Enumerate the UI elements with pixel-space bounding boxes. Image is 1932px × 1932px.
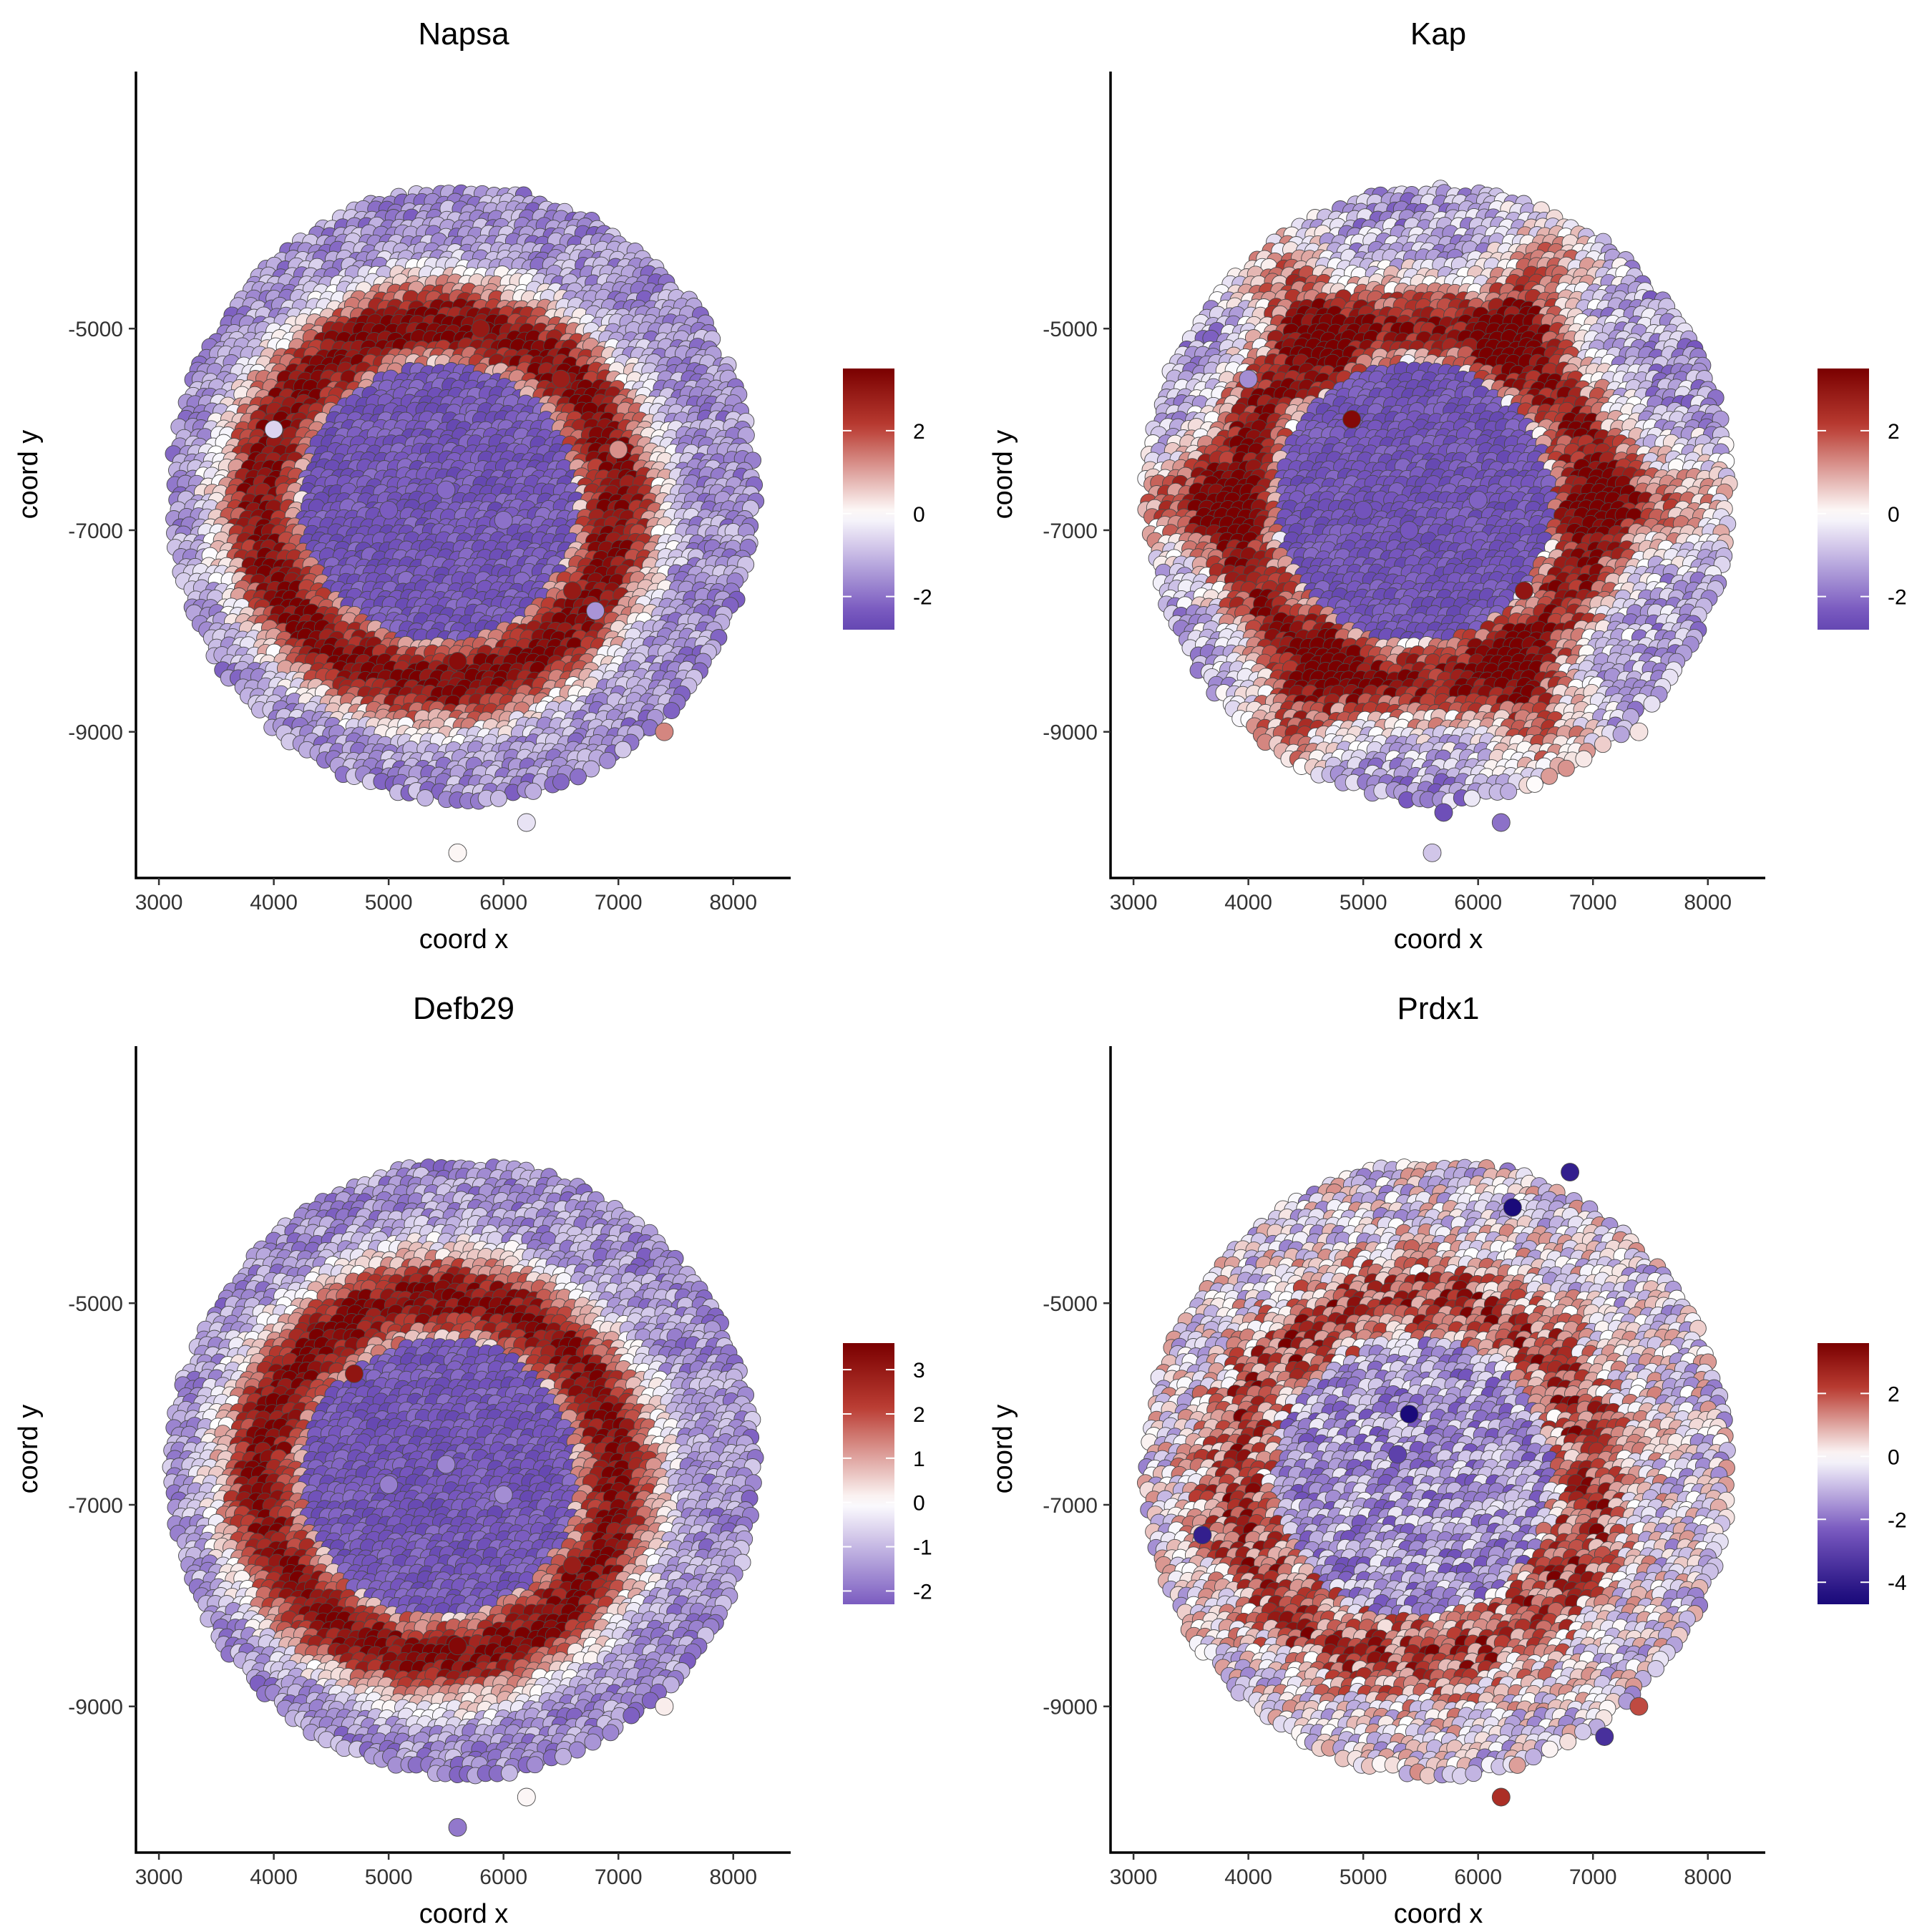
panel-napsa: Napsa 3000 4000 5000 6000 7000 8000 -5000 -700… — [14, 16, 932, 955]
color-legend: 2 0 -2 — [843, 369, 932, 630]
panel-title: Napsa — [418, 16, 509, 52]
data-point — [436, 480, 456, 499]
data-point — [570, 768, 587, 786]
data-point — [552, 773, 570, 791]
x-tick-label: 5000 — [365, 891, 413, 914]
x-axis-ticks: 3000 4000 5000 6000 7000 8000 — [135, 878, 757, 914]
panel-kap: Kap 3000 4000 5000 6000 7000 8000 -5000-7000-… — [988, 16, 1907, 955]
data-point — [586, 601, 605, 620]
y-axis-label: coord y — [14, 430, 44, 519]
data-point — [563, 581, 582, 600]
x-tick-label: 8000 — [709, 891, 757, 914]
colorbar — [843, 369, 894, 630]
data-point — [494, 510, 513, 530]
colorbar-label: 0 — [913, 503, 925, 527]
x-tick-label: 7000 — [595, 891, 643, 914]
colorbar-label: 2 — [913, 420, 925, 444]
x-tick-label: 4000 — [250, 891, 298, 914]
y-axis-ticks: -5000 -7000 -9000 — [68, 318, 136, 745]
y-tick-label: -7000 — [68, 519, 123, 543]
x-tick-label: 3000 — [135, 891, 183, 914]
data-point — [525, 782, 542, 800]
data-point — [609, 440, 628, 459]
y-tick-label: -5000 — [68, 318, 123, 341]
data-point — [379, 500, 399, 519]
x-tick-label: 6000 — [479, 891, 527, 914]
y-tick-label: -9000 — [68, 721, 123, 745]
panel-title: Kap — [1410, 16, 1466, 52]
data-point — [471, 319, 490, 338]
colorbar-label: -2 — [913, 586, 932, 610]
x-axis-label: coord x — [419, 924, 509, 955]
data-point — [264, 420, 283, 439]
scatter-points — [165, 184, 765, 862]
data-point — [599, 751, 617, 769]
data-point — [448, 843, 467, 862]
data-point — [416, 789, 434, 806]
scatter-points — [1137, 180, 1738, 862]
data-point — [448, 652, 467, 671]
data-point — [551, 369, 570, 389]
data-point — [655, 722, 674, 741]
data-point — [517, 813, 536, 832]
data-point — [663, 702, 680, 720]
data-point — [489, 789, 507, 807]
data-point — [614, 741, 632, 758]
